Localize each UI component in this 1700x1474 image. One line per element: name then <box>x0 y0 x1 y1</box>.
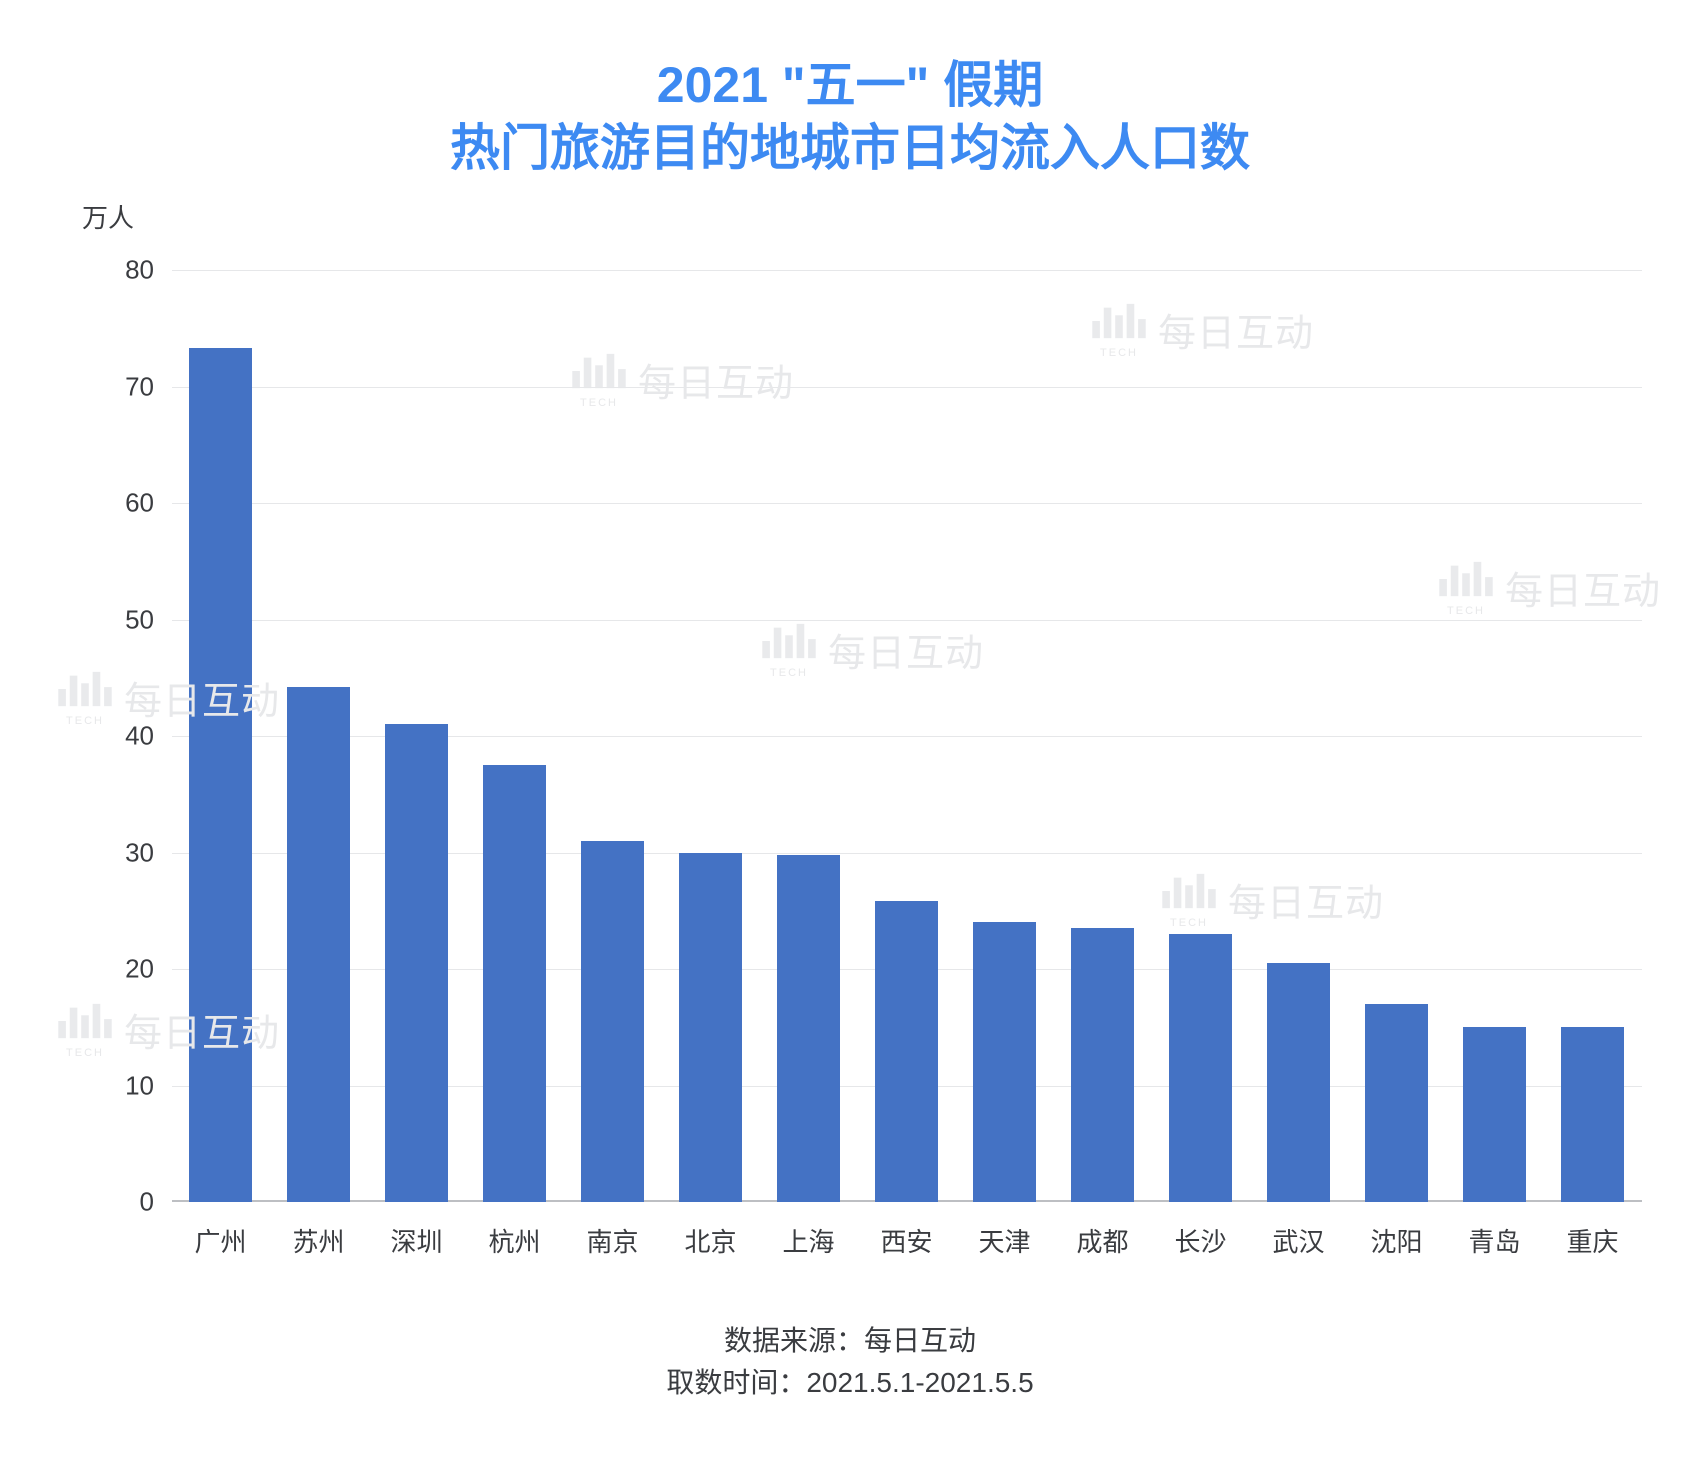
bar <box>679 853 742 1203</box>
watermark-text: 每日互动 <box>828 622 984 677</box>
x-tick-label: 重庆 <box>1566 1202 1618 1259</box>
bar <box>287 687 350 1202</box>
watermark-tech-label: TECH <box>1160 917 1218 929</box>
bar <box>1463 1027 1526 1202</box>
bar <box>189 348 252 1202</box>
x-tick-label: 杭州 <box>488 1202 540 1259</box>
x-tick-label: 北京 <box>684 1202 736 1259</box>
y-axis-unit-label: 万人 <box>82 198 134 235</box>
chart-title-line2: 热门旅游目的地城市日均流入人口数 <box>0 117 1700 180</box>
watermark: TECH 每日互动 <box>1437 558 1661 617</box>
bar <box>973 922 1036 1202</box>
x-tick-label: 西安 <box>880 1202 932 1259</box>
x-tick-label: 深圳 <box>390 1202 442 1259</box>
bar <box>483 765 546 1202</box>
x-tick-label: 长沙 <box>1174 1202 1226 1259</box>
y-tick-label: 50 <box>125 604 172 635</box>
gridline <box>172 270 1642 271</box>
watermark-tech-label: TECH <box>570 397 628 409</box>
chart-title: 2021 "五一" 假期 热门旅游目的地城市日均流入人口数 <box>0 54 1700 179</box>
x-tick-label: 成都 <box>1076 1202 1128 1259</box>
watermark: TECH 每日互动 <box>56 668 280 727</box>
watermark-text: 每日互动 <box>124 1002 280 1057</box>
watermark-tech-label: TECH <box>760 667 818 679</box>
x-tick-label: 青岛 <box>1468 1202 1520 1259</box>
bar <box>385 724 448 1202</box>
bar <box>1267 963 1330 1202</box>
bar <box>581 841 644 1202</box>
x-tick-label: 南京 <box>586 1202 638 1259</box>
watermark-text: 每日互动 <box>1505 560 1661 615</box>
watermark: TECH 每日互动 <box>760 620 984 679</box>
plot-area: 01020304050607080广州苏州深圳杭州南京北京上海西安天津成都长沙武… <box>172 270 1642 1202</box>
footer-date-range: 取数时间：2021.5.1-2021.5.5 <box>0 1362 1700 1404</box>
y-tick-label: 80 <box>125 255 172 286</box>
y-tick-label: 70 <box>125 371 172 402</box>
watermark-tech-label: TECH <box>56 715 114 727</box>
bar-chart: 01020304050607080广州苏州深圳杭州南京北京上海西安天津成都长沙武… <box>172 270 1642 1202</box>
chart-footer: 数据来源：每日互动 取数时间：2021.5.1-2021.5.5 <box>0 1320 1700 1404</box>
watermark: TECH 每日互动 <box>56 1000 280 1059</box>
x-tick-label: 天津 <box>978 1202 1030 1259</box>
y-tick-label: 0 <box>140 1187 172 1218</box>
watermark: TECH 每日互动 <box>1160 870 1384 929</box>
bar <box>777 855 840 1202</box>
watermark-tech-label: TECH <box>1090 347 1148 359</box>
x-tick-label: 武汉 <box>1272 1202 1324 1259</box>
y-tick-label: 60 <box>125 488 172 519</box>
bar <box>1561 1027 1624 1202</box>
bar <box>1169 934 1232 1202</box>
watermark: TECH 每日互动 <box>570 350 794 409</box>
watermark: TECH 每日互动 <box>1090 300 1314 359</box>
gridline <box>172 503 1642 504</box>
y-tick-label: 10 <box>125 1070 172 1101</box>
bar <box>1365 1004 1428 1202</box>
chart-title-line1: 2021 "五一" 假期 <box>0 54 1700 117</box>
bar <box>875 901 938 1202</box>
bar <box>1071 928 1134 1202</box>
y-tick-label: 30 <box>125 837 172 868</box>
x-tick-label: 苏州 <box>292 1202 344 1259</box>
x-tick-label: 沈阳 <box>1370 1202 1422 1259</box>
x-tick-label: 上海 <box>782 1202 834 1259</box>
footer-source: 数据来源：每日互动 <box>0 1320 1700 1362</box>
watermark-text: 每日互动 <box>1228 872 1384 927</box>
watermark-text: 每日互动 <box>124 670 280 725</box>
x-tick-label: 广州 <box>194 1202 246 1259</box>
watermark-text: 每日互动 <box>1158 302 1314 357</box>
watermark-tech-label: TECH <box>56 1047 114 1059</box>
y-tick-label: 20 <box>125 954 172 985</box>
watermark-text: 每日互动 <box>638 352 794 407</box>
gridline <box>172 387 1642 388</box>
watermark-tech-label: TECH <box>1437 605 1495 617</box>
